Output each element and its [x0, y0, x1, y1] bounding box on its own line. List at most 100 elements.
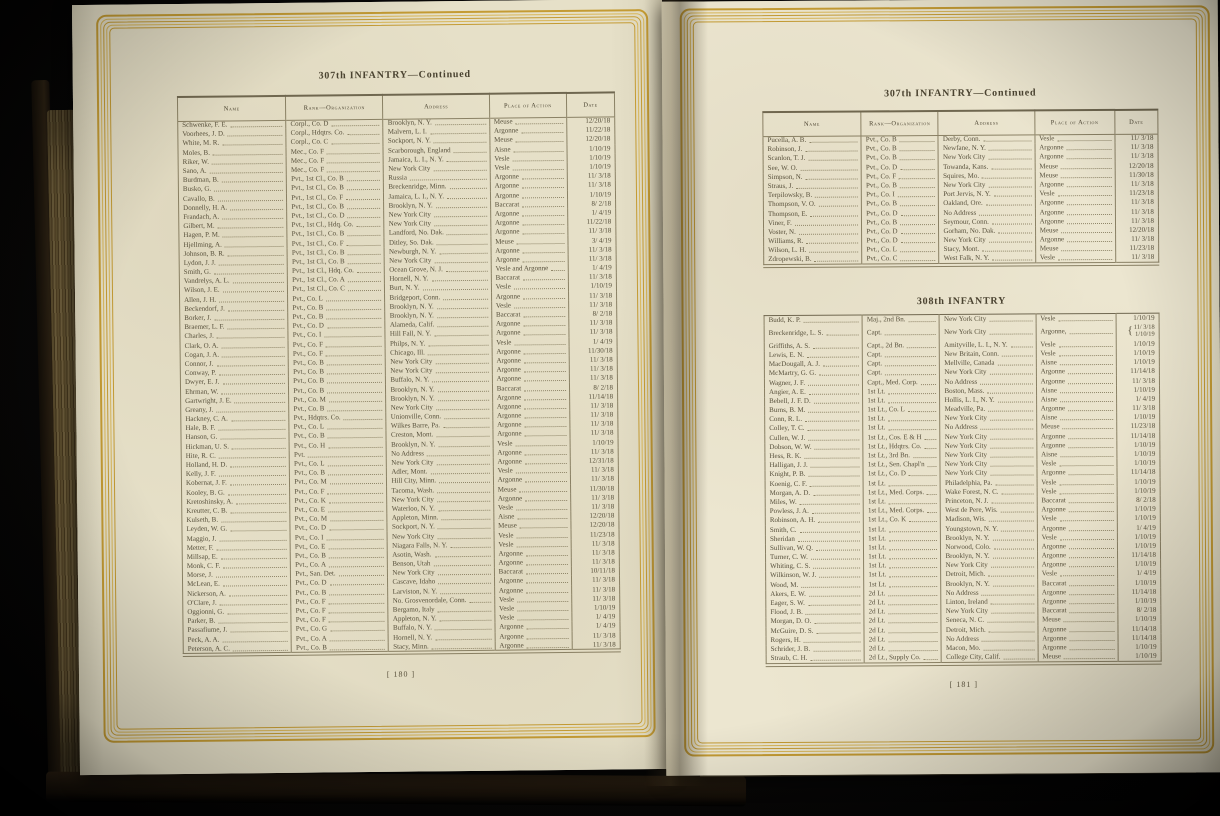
- rank-cell: Pvt., Co. B: [291, 642, 389, 653]
- date-cell: 11/ 3/18: [1116, 376, 1160, 386]
- rank-cell: Pvt., Co. B: [861, 217, 939, 228]
- place-cell: Meuse: [1034, 161, 1116, 172]
- date-cell: 11/14/18: [1117, 633, 1162, 643]
- place-cell: Aisne: [1035, 357, 1117, 368]
- date-cell: 11/22/18: [566, 125, 615, 136]
- date-cell: 11/14/18: [1117, 624, 1162, 634]
- date-cell: 11/14/18: [1116, 467, 1161, 478]
- date-cell: 11/ 3/18: [570, 539, 620, 549]
- date-cell: 11/ 3/18: [569, 410, 618, 421]
- date-cell: 11/ 3/18: [569, 355, 618, 365]
- rank-cell: 1st Lt.: [863, 552, 941, 562]
- rank-cell: Pvt., Co. L: [861, 245, 940, 255]
- page-title: 307th INFANTRY—Continued: [884, 87, 1037, 100]
- date-cell: 11/ 3/18: [569, 373, 618, 384]
- place-cell: Vesle: [1035, 339, 1117, 350]
- date-cell: 1/10/19: [1117, 513, 1161, 524]
- date-cell: 1/ 4/19: [1117, 523, 1161, 533]
- date-cell: 11/ 3/18: [570, 474, 619, 485]
- date-cell: 11/ 3/18: [569, 401, 618, 411]
- date-cell: 11/14/18: [1116, 431, 1160, 441]
- address-cell: West Falk, N. Y.: [939, 253, 1036, 264]
- rank-cell: 1st Lt., Co. D: [863, 469, 941, 479]
- rank-cell: 1st Lt., Med. Corps.: [863, 506, 941, 516]
- date-cell: 11/ 3/18: [571, 594, 620, 604]
- place-cell: Vesle: [1034, 189, 1116, 199]
- place-cell: Meuse: [1035, 244, 1116, 254]
- date-cell: 1/10/19: [566, 143, 616, 154]
- place-cell: Argonne: [1037, 596, 1118, 607]
- rank-cell: Capt., 2d Bn.: [862, 340, 940, 351]
- place-cell: Argonne: [1034, 179, 1116, 190]
- table-row: Straub, C. H. 2d Lt., Supply Co. College C…: [766, 651, 1162, 664]
- rank-cell: Pvt., Co. B: [861, 199, 939, 209]
- rank-cell: 1st Lt.: [862, 386, 940, 397]
- place-cell: Argonne: [1036, 376, 1117, 387]
- date-cell: 11/14/18: [569, 392, 618, 402]
- date-cell: 1/10/19: [1116, 458, 1160, 469]
- date-cell: 1/10/19: [1116, 486, 1161, 496]
- rank-cell: 1st Lt.: [863, 579, 942, 590]
- date-cell: 11/ 3/18: [567, 171, 616, 182]
- date-cell: 1/10/19: [1117, 559, 1161, 570]
- rank-cell: Maj., 2nd Bn.: [862, 314, 940, 325]
- infantry-table-308: Budd, K. P. Maj., 2nd Bn. New York City Ves…: [763, 312, 1162, 667]
- date-cell: 1/10/19: [1115, 313, 1160, 323]
- date-cell: 1/10/19: [566, 153, 616, 163]
- place-cell: Vesle: [1037, 532, 1118, 543]
- date-cell: 11/ 3/18: [568, 327, 617, 338]
- place-cell: Argonne: [1037, 642, 1118, 653]
- place-cell: Aisne: [1036, 385, 1117, 396]
- date-cell: 1/10/19: [568, 281, 617, 292]
- date-cell: 1/10/19: [1117, 614, 1161, 625]
- place-cell: Meuse: [1034, 170, 1116, 181]
- date-cell: 11/14/18: [1116, 366, 1160, 377]
- date-cell: 11/ 3/18: [569, 364, 618, 375]
- rank-cell: 1st Lt.: [863, 542, 941, 553]
- column-header: Date: [1114, 109, 1158, 134]
- date-cell: {11/ 3/18 1/10/19: [1115, 322, 1160, 340]
- date-cell: 11/ 3/18: [568, 300, 617, 310]
- date-cell: 11/14/18: [1117, 587, 1161, 597]
- rank-cell: 2d Lt.: [863, 588, 942, 599]
- rank-cell: Pvt., Co. C: [861, 254, 940, 265]
- table-row: Zdropewski, B. Pvt., Co. C West Falk, N. Y…: [764, 253, 1159, 265]
- date-cell: 10/11/18: [571, 566, 620, 577]
- place-cell: Vesle: [1035, 253, 1116, 264]
- rank-cell: 1st Lt., Co. K: [863, 515, 941, 525]
- date-cell: 11/23/18: [1116, 422, 1160, 432]
- date-cell: 11/ 3/18: [571, 630, 621, 641]
- date-cell: 3/ 4/19: [567, 235, 617, 246]
- column-header: Rank—Organization: [285, 94, 384, 120]
- rank-cell: 1st Lt., 3rd Bn.: [863, 450, 941, 461]
- date-cell: 8/ 2/18: [568, 309, 617, 320]
- place-cell: Vesle: [1036, 486, 1118, 497]
- date-cell: 12/20/18: [570, 511, 619, 522]
- rank-cell: 2d Lt.: [864, 597, 942, 608]
- rank-cell: 2d Lt.: [864, 616, 942, 626]
- place-cell: Argonne: [1037, 587, 1118, 598]
- date-cell: 11/ 3/18: [569, 428, 619, 439]
- place-cell: Argonne: [1037, 633, 1118, 644]
- rank-cell: Pvt., Co. F: [861, 171, 939, 182]
- rank-cell: Pvt., Co. B: [861, 153, 939, 164]
- rank-cell: 1st Lt., Hdqtrs. Co.: [863, 441, 941, 452]
- date-cell: 11/30/18: [1115, 170, 1159, 180]
- place-cell: Argonne: [1035, 235, 1116, 245]
- date-cell: 11/ 3/18: [1115, 197, 1159, 208]
- infantry-table-307-left: Name Rank—Organization Address Place of Act…: [176, 91, 621, 658]
- place-cell: Argonne: [1036, 504, 1118, 515]
- place-cell: Meuse: [1035, 225, 1116, 236]
- rank-cell: 1st Lt.: [863, 570, 942, 581]
- date-cell: 1/10/19: [1116, 357, 1160, 368]
- rank-cell: 2d Lt., Supply Co.: [864, 653, 942, 663]
- rank-cell: 2d Lt.: [864, 643, 942, 654]
- date-cell: 11/ 3/18: [1116, 403, 1160, 414]
- date-cell: 11/ 3/18: [567, 180, 616, 191]
- place-cell: Argonne: [1035, 198, 1116, 208]
- rank-cell: 1st Lt.: [863, 533, 941, 544]
- date-cell: 1/10/19: [1117, 532, 1161, 542]
- table-body: Schwenke, F. E. Corpl., Co. D Brooklyn, N.…: [178, 116, 621, 653]
- name-cell: Straub, C. H.: [766, 654, 864, 664]
